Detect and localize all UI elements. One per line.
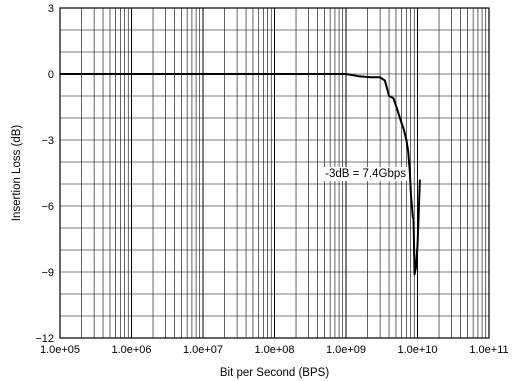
x-tick-label: 1.0e+06 [111,344,151,356]
x-tick-label: 1.0e+05 [40,344,80,356]
y-axis-label: Insertion Loss (dB) [11,125,23,222]
x-tick-label: 1.0e+08 [254,344,294,356]
insertion-loss-line [60,73,421,276]
annotation-3db: -3dB = 7.4Gbps [325,168,406,180]
y-tick-label: −6 [41,201,54,213]
y-tick-label: 3 [48,3,54,15]
x-axis-ticks: 1.0e+05 1.0e+06 1.0e+07 1.0e+08 1.0e+09 1.0e+… [40,344,509,356]
y-tick-label: −12 [35,333,54,345]
x-tick-label: 1.0e+10 [397,344,437,356]
plot-frame [59,7,490,339]
x-tick-label: 1.0e+09 [326,344,366,356]
y-tick-label: −3 [41,135,54,147]
x-tick-label: 1.0e+11 [469,344,508,356]
y-tick-label: 0 [48,69,54,81]
y-axis-ticks: 3 0 −3 −6 −9 −12 [35,3,54,345]
annotation-background [323,167,409,181]
x-axis-label: Bit per Second (BPS) [220,367,329,379]
series-group [60,73,421,276]
x-tick-label: 1.0e+07 [183,344,223,356]
y-tick-label: −9 [41,267,54,279]
